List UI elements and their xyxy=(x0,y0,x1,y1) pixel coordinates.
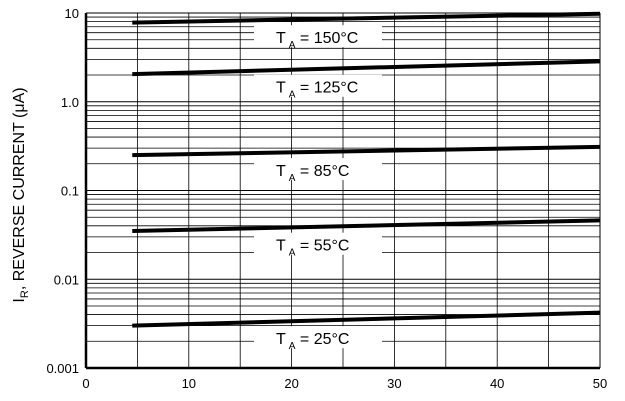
x-tick-label: 10 xyxy=(182,376,196,391)
y-axis-label-subscript: R xyxy=(19,290,31,298)
series-label-subscript: A xyxy=(289,40,296,51)
series-label-value: = 150°C xyxy=(295,30,358,47)
series-label-bg xyxy=(254,25,382,48)
series-label-subscript: A xyxy=(289,173,296,184)
series-label-t: T xyxy=(276,30,286,47)
series-label-value: = 85°C xyxy=(295,163,349,180)
series-label-subscript: A xyxy=(289,248,296,259)
series-label-bg xyxy=(254,232,382,255)
y-tick-label: 10 xyxy=(65,6,79,21)
tick-labels: 0 10 20 30 40 50 0.001 0.01 0.1 1.0 10 xyxy=(46,6,607,391)
series-lines xyxy=(132,11,601,328)
y-axis-label-main: I xyxy=(11,298,28,302)
series-line xyxy=(132,11,601,25)
series-label-bg xyxy=(254,326,382,349)
y-axis-label: IR, REVERSE CURRENT (μA) xyxy=(11,87,31,302)
series-label-value: = 125°C xyxy=(295,80,358,97)
y-tick-label: 1.0 xyxy=(61,95,79,110)
x-tick-label: 20 xyxy=(284,376,298,391)
y-tick-label: 0.01 xyxy=(54,272,79,287)
y-tick-label: 0.001 xyxy=(46,361,79,376)
x-tick-label: 50 xyxy=(593,376,607,391)
x-tick-label: 30 xyxy=(387,376,401,391)
series-line xyxy=(132,59,601,77)
series-label-bg xyxy=(254,74,382,97)
series-label-subscript: A xyxy=(289,341,296,352)
series-label-bg xyxy=(254,158,382,181)
axes xyxy=(84,12,601,370)
series-line xyxy=(132,310,601,328)
y-axis-label-rest: , REVERSE CURRENT (μA) xyxy=(11,87,28,290)
y-tick-label: 0.1 xyxy=(61,184,79,199)
x-tick-label: 40 xyxy=(490,376,504,391)
series-label-subscript: A xyxy=(289,90,296,101)
series-label-value: = 25°C xyxy=(295,331,349,348)
x-tick-label: 0 xyxy=(82,376,89,391)
series-label-t: T xyxy=(276,163,286,180)
series-line xyxy=(132,218,601,233)
series-label-value: = 55°C xyxy=(295,238,349,255)
series-label-t: T xyxy=(276,238,286,255)
series-label-t: T xyxy=(276,80,286,97)
series-line xyxy=(132,144,601,158)
series-label-t: T xyxy=(276,331,286,348)
